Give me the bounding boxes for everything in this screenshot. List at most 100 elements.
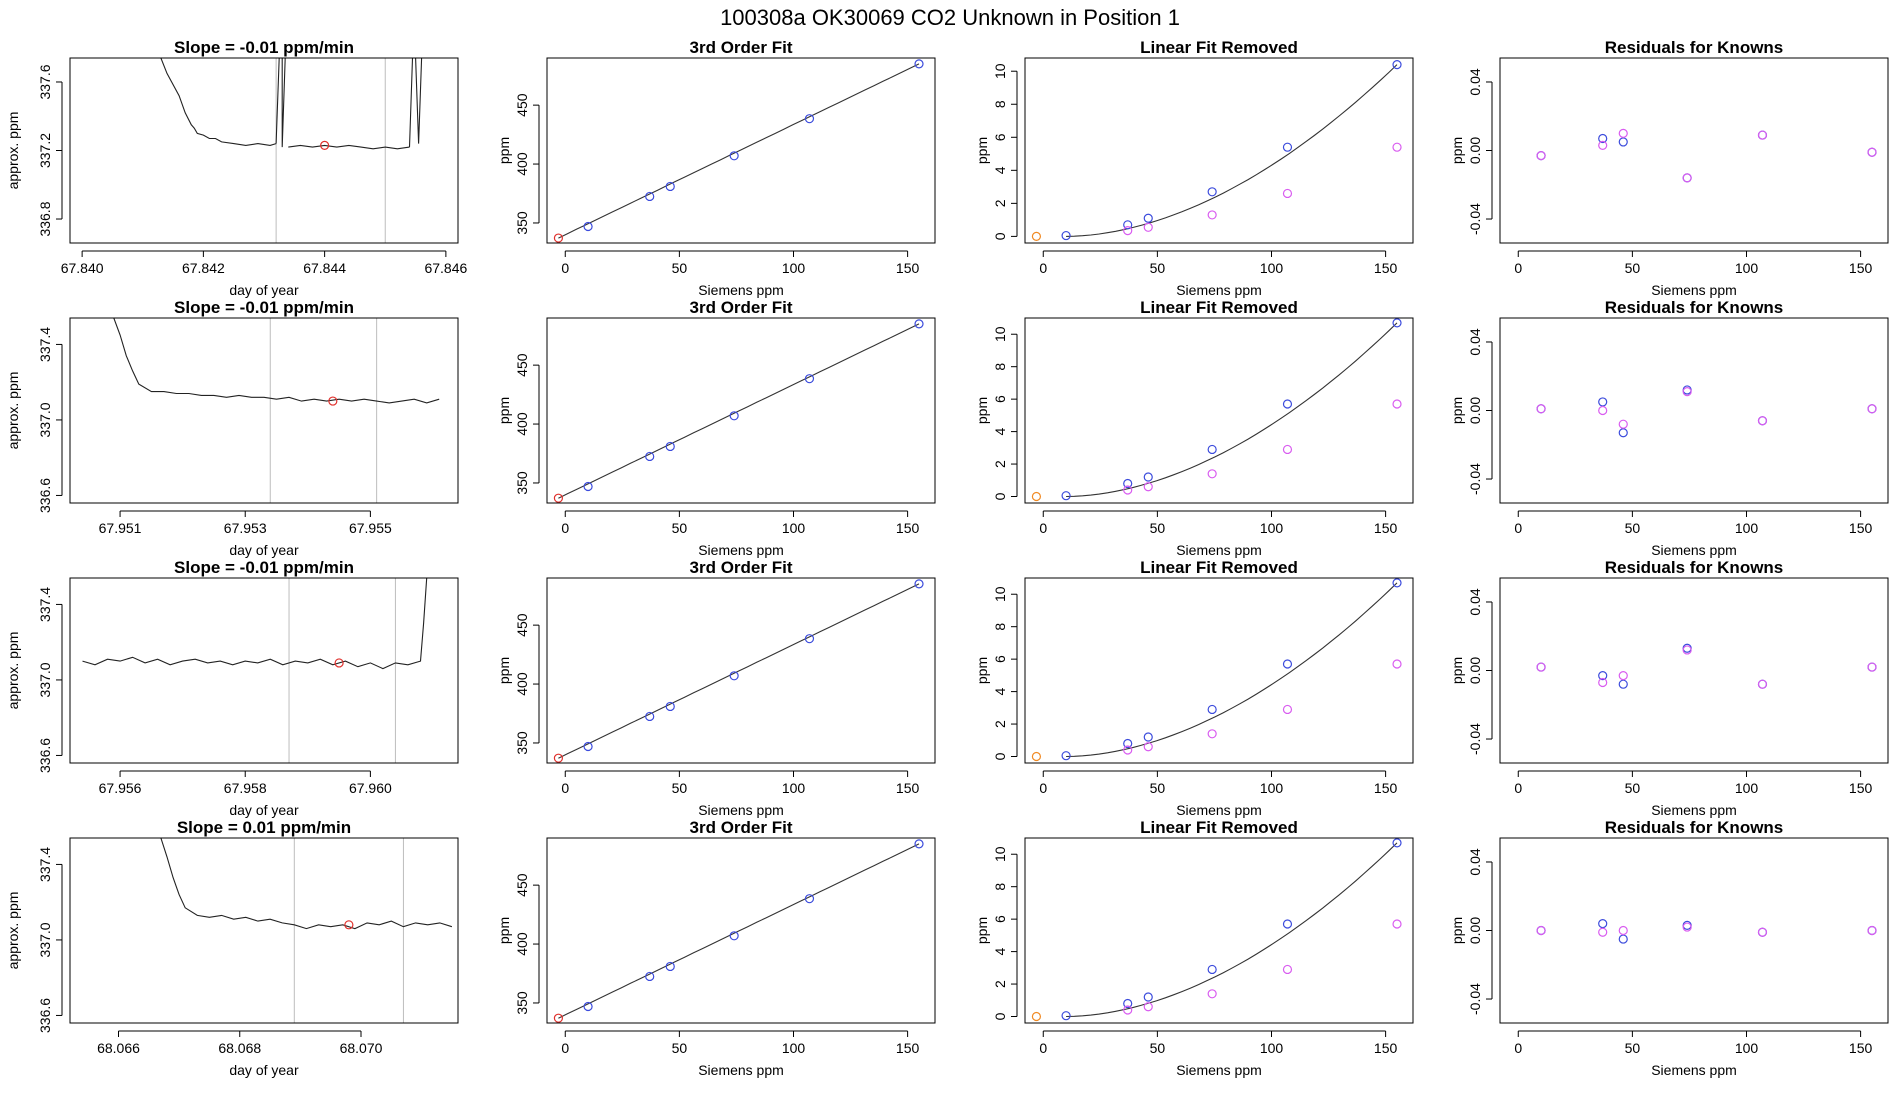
y-tick-label: 6 bbox=[992, 915, 1008, 923]
chart-title: Linear Fit Removed bbox=[1140, 558, 1298, 577]
data-point bbox=[1123, 226, 1133, 236]
y-tick-label: -0.04 bbox=[1467, 203, 1483, 235]
x-axis-label: Siemens ppm bbox=[1176, 282, 1262, 298]
data-point bbox=[1618, 128, 1628, 138]
data-point bbox=[1867, 404, 1877, 414]
y-tick-label: 10 bbox=[992, 846, 1008, 862]
x-tick-label: 50 bbox=[1150, 780, 1166, 796]
y-tick-label: 450 bbox=[514, 613, 530, 637]
y-tick-label: 400 bbox=[514, 412, 530, 436]
trace-line bbox=[82, 578, 428, 670]
plot-area bbox=[1031, 318, 1402, 502]
y-axis-label: ppm bbox=[496, 657, 512, 684]
data-point bbox=[914, 59, 924, 69]
y-tick-label: 0 bbox=[992, 232, 1008, 240]
data-point bbox=[1031, 1011, 1042, 1022]
x-tick-label: 68.068 bbox=[218, 1040, 261, 1056]
x-tick-label: 100 bbox=[782, 260, 806, 276]
chart-title: Linear Fit Removed bbox=[1140, 38, 1298, 57]
page-title: 100308a OK30069 CO2 Unknown in Position … bbox=[720, 5, 1180, 30]
data-point bbox=[1392, 318, 1402, 328]
x-tick-label: 0 bbox=[1039, 260, 1047, 276]
x-tick-label: 50 bbox=[1625, 780, 1641, 796]
data-point bbox=[1061, 491, 1071, 501]
data-point bbox=[1143, 482, 1153, 492]
chart-panel-16: Residuals for Knowns 0 50 100 150 Siemens ppm… bbox=[1449, 818, 1889, 1078]
x-tick-label: 0 bbox=[1514, 1040, 1522, 1056]
chart-panel-5: Slope = -0.01 ppm/min 67.951 67.953 67.955 d… bbox=[5, 298, 459, 558]
y-tick-label: 337.2 bbox=[37, 133, 53, 168]
mean-marker bbox=[328, 396, 338, 406]
y-tick-label: 2 bbox=[992, 980, 1008, 988]
chart-panel-14: 3rd Order Fit 0 50 100 150 Siemens ppm 350 400 4… bbox=[496, 818, 936, 1078]
data-point bbox=[729, 931, 739, 941]
data-point bbox=[729, 671, 739, 681]
data-point bbox=[729, 151, 739, 161]
data-point bbox=[645, 971, 655, 982]
y-tick-label: 400 bbox=[514, 672, 530, 696]
data-point bbox=[1392, 578, 1402, 588]
chart-panel-4: Residuals for Knowns 0 50 100 150 Siemens ppm… bbox=[1449, 38, 1889, 298]
y-axis-label: ppm bbox=[1449, 657, 1465, 684]
x-tick-label: 100 bbox=[1260, 1040, 1284, 1056]
y-tick-label: 400 bbox=[514, 152, 530, 176]
y-tick-label: -0.04 bbox=[1467, 723, 1483, 755]
x-axis-label: day of year bbox=[229, 802, 299, 818]
data-point bbox=[1282, 142, 1293, 152]
x-tick-label: 100 bbox=[782, 780, 806, 796]
data-point bbox=[1536, 925, 1546, 936]
data-point bbox=[1598, 919, 1608, 929]
data-point bbox=[1536, 404, 1546, 414]
y-axis-label: ppm bbox=[1449, 137, 1465, 164]
data-point bbox=[1143, 472, 1153, 482]
y-tick-label: 0 bbox=[992, 492, 1008, 500]
y-tick-label: 336.6 bbox=[37, 998, 53, 1033]
chart-title: 3rd Order Fit bbox=[690, 818, 793, 837]
data-point bbox=[665, 701, 675, 712]
x-axis-label: day of year bbox=[229, 282, 299, 298]
data-point bbox=[1282, 188, 1293, 199]
data-point bbox=[1757, 927, 1768, 937]
chart-title: Slope = -0.01 ppm/min bbox=[174, 558, 354, 577]
chart-title: Residuals for Knowns bbox=[1605, 558, 1784, 577]
data-point bbox=[1123, 478, 1133, 489]
chart-title: 3rd Order Fit bbox=[690, 298, 793, 317]
data-point bbox=[914, 319, 924, 329]
data-point bbox=[1536, 662, 1546, 672]
data-point bbox=[1282, 659, 1293, 669]
y-tick-label: 4 bbox=[992, 947, 1008, 955]
data-point bbox=[1618, 925, 1628, 936]
data-point bbox=[645, 191, 655, 202]
plot-area bbox=[113, 318, 440, 503]
y-tick-label: 337.0 bbox=[37, 662, 53, 697]
x-axis-label: Siemens ppm bbox=[1176, 802, 1262, 818]
fit-curve bbox=[1066, 322, 1398, 498]
data-point bbox=[1123, 745, 1133, 755]
data-point bbox=[1207, 187, 1217, 197]
x-tick-label: 67.844 bbox=[303, 260, 346, 276]
y-axis-label: approx. ppm bbox=[5, 112, 21, 190]
y-tick-label: 337.0 bbox=[37, 402, 53, 437]
data-point bbox=[665, 441, 675, 452]
data-point bbox=[1618, 419, 1628, 429]
data-point bbox=[914, 579, 924, 589]
data-point bbox=[1143, 1002, 1153, 1012]
data-point bbox=[1207, 444, 1217, 455]
y-tick-label: 337.6 bbox=[37, 64, 53, 99]
y-axis-label: ppm bbox=[974, 917, 990, 944]
data-point bbox=[553, 1013, 564, 1023]
plot-frame bbox=[1024, 57, 1414, 244]
mean-marker bbox=[344, 920, 354, 930]
y-tick-label: 0 bbox=[992, 1012, 1008, 1020]
x-tick-label: 50 bbox=[672, 780, 688, 796]
y-tick-label: 350 bbox=[514, 211, 530, 235]
y-tick-label: 450 bbox=[514, 93, 530, 117]
x-tick-label: 67.840 bbox=[61, 260, 104, 276]
x-tick-label: 0 bbox=[1039, 780, 1047, 796]
plot-area bbox=[82, 578, 428, 763]
x-axis-label: Siemens ppm bbox=[698, 542, 784, 558]
y-axis-label: approx. ppm bbox=[5, 632, 21, 710]
plot-area bbox=[160, 838, 453, 1023]
y-axis-label: ppm bbox=[1449, 917, 1465, 944]
x-tick-label: 150 bbox=[1374, 260, 1398, 276]
